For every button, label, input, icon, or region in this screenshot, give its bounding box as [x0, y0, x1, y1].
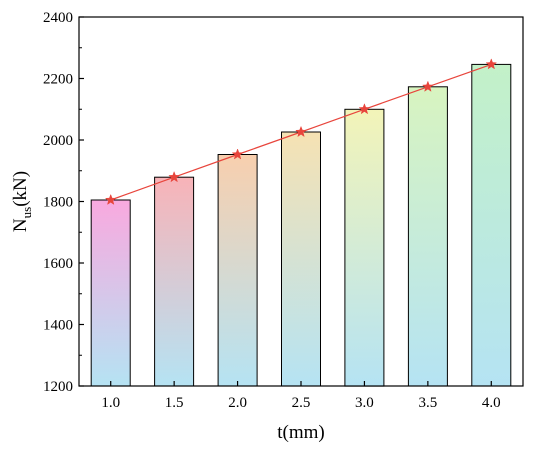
line-layer	[104, 58, 498, 205]
x-tick-label: 1.5	[165, 395, 184, 411]
bar-3.0	[344, 108, 385, 387]
star-marker-1.5	[168, 170, 181, 183]
x-tick-label: 3.0	[355, 395, 374, 411]
y-tick-label: 1800	[43, 195, 73, 211]
y-tick-label: 2400	[43, 10, 73, 26]
y-tick-label: 1600	[43, 256, 73, 272]
y-tick-label: 2000	[43, 133, 73, 149]
y-axis-title-suffix: (kN)	[10, 171, 31, 207]
y-axis-title: Nus(kN)	[10, 171, 34, 232]
star-marker-3.5	[421, 80, 434, 92]
bar-2.0	[217, 154, 258, 387]
star-marker-1.0	[104, 193, 117, 205]
star-marker-4.0	[485, 58, 498, 70]
bar-2.5	[281, 131, 321, 387]
x-tick-label: 1.0	[101, 395, 120, 411]
x-tick-label: 2.0	[228, 395, 247, 411]
bar-3.5	[407, 86, 448, 387]
y-tick-label: 1200	[43, 379, 73, 395]
y-axis-title-base: N	[10, 218, 31, 232]
x-tick-label: 3.5	[418, 395, 437, 411]
bar-1.5	[154, 176, 195, 387]
star-marker-3.0	[358, 103, 371, 115]
star-marker-2.5	[295, 125, 307, 138]
y-axis-title-subscript: us	[19, 207, 34, 219]
y-tick-label: 2200	[43, 72, 73, 88]
y-tick-label: 1400	[43, 318, 73, 334]
x-axis: 1.0 1.5 2.0 2.5 3.0 3.5 4.0	[101, 381, 501, 411]
y-axis: 1200 1400 1600 1800 2000 2200 2400	[43, 10, 84, 395]
bars-layer	[90, 63, 512, 387]
bar-4.0	[471, 63, 512, 387]
x-tick-label: 4.0	[482, 395, 501, 411]
star-marker-2.0	[231, 148, 244, 160]
bar-1.0	[90, 199, 131, 387]
x-axis-title: t(mm)	[277, 422, 325, 443]
x-tick-label: 2.5	[292, 395, 311, 411]
